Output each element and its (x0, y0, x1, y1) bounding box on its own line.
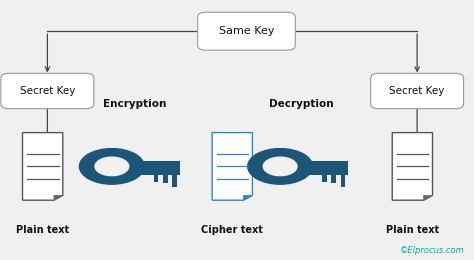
Circle shape (95, 157, 129, 176)
Text: Secret Key: Secret Key (20, 86, 75, 96)
Circle shape (263, 157, 297, 176)
FancyBboxPatch shape (371, 73, 464, 109)
Text: Plain text: Plain text (16, 225, 69, 235)
Text: Cipher text: Cipher text (201, 225, 263, 235)
Polygon shape (424, 195, 432, 200)
FancyBboxPatch shape (154, 175, 158, 182)
FancyBboxPatch shape (322, 175, 327, 182)
FancyBboxPatch shape (198, 12, 295, 50)
Polygon shape (54, 195, 63, 200)
Circle shape (248, 149, 312, 184)
Text: Plain text: Plain text (386, 225, 439, 235)
Polygon shape (22, 133, 63, 200)
Polygon shape (244, 195, 252, 200)
Polygon shape (392, 133, 432, 200)
Text: Same Key: Same Key (219, 26, 274, 36)
FancyBboxPatch shape (331, 175, 336, 183)
FancyBboxPatch shape (1, 73, 94, 109)
Text: ©Elprocus.com: ©Elprocus.com (400, 246, 465, 255)
Text: Secret Key: Secret Key (390, 86, 445, 96)
Circle shape (80, 149, 144, 184)
FancyBboxPatch shape (341, 175, 346, 186)
FancyBboxPatch shape (163, 175, 168, 183)
FancyBboxPatch shape (308, 161, 348, 175)
Text: Decryption: Decryption (269, 99, 333, 109)
FancyBboxPatch shape (173, 175, 177, 186)
FancyBboxPatch shape (139, 161, 180, 175)
Polygon shape (212, 133, 252, 200)
Text: Encryption: Encryption (103, 99, 167, 109)
